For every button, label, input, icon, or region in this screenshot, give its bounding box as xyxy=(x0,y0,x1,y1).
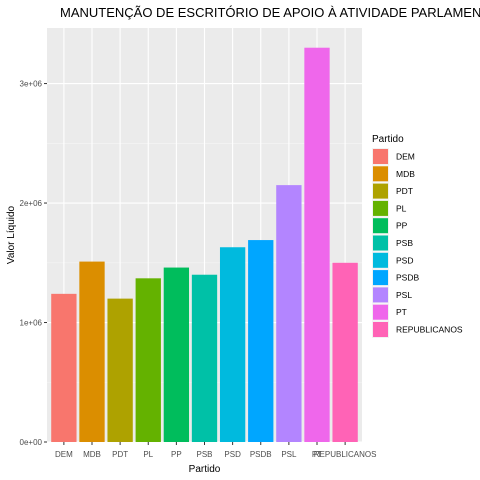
x-tick-label: PSB xyxy=(196,450,212,459)
y-tick-label: 0e+00 xyxy=(20,438,43,447)
bar-republicanos xyxy=(332,262,358,442)
legend-label-psdb: PSDB xyxy=(396,273,419,283)
bar-psd xyxy=(219,247,246,442)
legend-label-psl: PSL xyxy=(396,290,412,300)
x-tick-label: PDT xyxy=(112,450,128,459)
bar-dem xyxy=(51,293,77,442)
legend-label-pdt: PDT xyxy=(396,186,413,196)
legend-label-psb: PSB xyxy=(396,238,413,248)
y-tick-label: 2e+06 xyxy=(20,199,43,208)
legend-label-dem: DEM xyxy=(396,152,415,162)
legend-swatch-dem xyxy=(373,149,388,164)
legend-swatch-pt xyxy=(373,304,388,320)
legend-swatch-pl xyxy=(373,200,388,216)
y-tick-label: 1e+06 xyxy=(20,319,43,328)
bars xyxy=(51,47,358,442)
legend-swatch-republicanos xyxy=(373,322,388,337)
legend-label-pt: PT xyxy=(396,307,407,317)
chart-title: MANUTENÇÃO DE ESCRITÓRIO DE APOIO À ATIV… xyxy=(60,5,480,20)
bar-psl xyxy=(276,185,302,442)
legend-swatch-mdb xyxy=(373,166,388,182)
bar-psb xyxy=(191,274,218,442)
legend-swatch-pp xyxy=(373,218,388,234)
legend-swatch-psdb xyxy=(373,270,388,286)
bar-mdb xyxy=(79,261,105,442)
legend: Partido DEM MDB PDT PL PP PSB PSD PSDB PSL PT REPU… xyxy=(372,134,463,338)
legend-label-pl: PL xyxy=(396,203,407,213)
legend-swatch-pdt xyxy=(373,183,388,199)
x-tick-label: PP xyxy=(171,450,182,459)
x-tick-label: DEM xyxy=(55,450,73,459)
bar-pp xyxy=(163,267,190,442)
bar-pt xyxy=(304,47,330,442)
legend-label-mdb: MDB xyxy=(396,169,415,179)
bar-psdb xyxy=(248,240,274,442)
x-tick-label: REPUBLICANOS xyxy=(314,450,377,459)
y-axis: 0e+00 1e+06 2e+06 3e+06 xyxy=(20,80,47,447)
bar-pl xyxy=(135,278,161,442)
x-tick-label: PSL xyxy=(281,450,297,459)
legend-title: Partido xyxy=(372,134,404,145)
x-axis-title: Partido xyxy=(189,464,221,475)
y-tick-label: 3e+06 xyxy=(20,80,43,89)
bar-pdt xyxy=(107,298,133,442)
x-tick-label: PSD xyxy=(224,450,241,459)
x-tick-label: MDB xyxy=(83,450,101,459)
x-tick-label: PL xyxy=(143,450,153,459)
x-tick-label: PSDB xyxy=(250,450,272,459)
legend-label-republicanos: REPUBLICANOS xyxy=(396,325,463,335)
x-tick-label: PT xyxy=(312,450,322,459)
legend-swatch-psb xyxy=(373,235,388,251)
legend-label-pp: PP xyxy=(396,221,408,231)
legend-label-psd: PSD xyxy=(396,255,413,265)
legend-swatch-psl xyxy=(373,287,388,303)
y-axis-title: Valor Líquido xyxy=(6,205,17,264)
legend-swatch-psd xyxy=(373,252,388,268)
